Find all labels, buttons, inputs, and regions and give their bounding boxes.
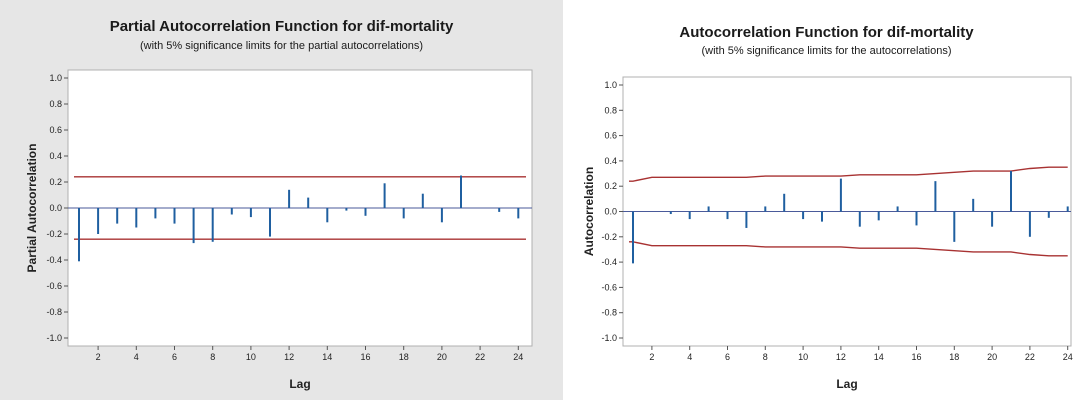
pacf-x-tick-label: 6 [172,352,177,362]
pacf-x-tick-label: 18 [399,352,409,362]
acf-y-tick-label: 0.6 [604,131,617,141]
acf-y-tick-label: -0.4 [601,257,617,267]
acf-x-tick-label: 2 [649,352,654,362]
pacf-y-tick-label: -1.0 [46,333,62,343]
pacf-x-tick-label: 10 [246,352,256,362]
pacf-x-axis-label: Lag [289,377,310,391]
pacf-x-tick-label: 22 [475,352,485,362]
acf-x-tick-label: 12 [836,352,846,362]
acf-y-tick-label: 1.0 [604,80,617,90]
acf-y-tick-label: 0.8 [604,105,617,115]
pacf-y-tick-label: -0.6 [46,281,62,291]
pacf-x-tick-label: 16 [360,352,370,362]
pacf-x-tick-label: 4 [134,352,139,362]
pacf-y-tick-label: -0.2 [46,229,62,239]
acf-x-tick-label: 14 [874,352,884,362]
acf-y-tick-label: -0.6 [601,282,617,292]
acf-chart-subtitle: (with 5% significance limits for the aut… [701,45,952,57]
acf-x-tick-label: 22 [1025,352,1035,362]
acf-x-tick-label: 24 [1063,352,1073,362]
acf-x-tick-label: 10 [798,352,808,362]
pacf-x-tick-label: 8 [210,352,215,362]
pacf-plot: 1.00.80.60.40.20.0-0.2-0.4-0.6-0.8-1.02 4… [25,69,533,391]
pacf-x-tick-label: 24 [513,352,523,362]
pacf-y-tick-label: 0.6 [49,125,62,135]
pacf-chart-panel: Partial Autocorrelation Function for dif… [0,0,563,400]
pacf-x-tick-label: 14 [322,352,332,362]
acf-x-tick-label: 8 [763,352,768,362]
pacf-y-tick-label: 0.2 [49,177,62,187]
acf-significance-limit-upper [629,166,1068,182]
pacf-x-tick-label: 20 [437,352,447,362]
pacf-y-tick-label: 0.0 [49,203,62,213]
pacf-y-tick-label: 0.4 [49,151,62,161]
acf-plot: 1.00.80.60.40.20.0-0.2-0.4-0.6-0.8-1.02 4… [582,76,1073,391]
acf-significance-limit-lower [629,241,1068,257]
acf-x-tick-label: 4 [687,352,692,362]
acf-x-tick-label: 16 [911,352,921,362]
acf-y-axis-label: Autocorrelation [582,167,596,256]
acf-chart-panel: Autocorrelation Function for dif-mortali… [568,0,1085,400]
pacf-chart-title: Partial Autocorrelation Function for dif… [109,18,454,35]
acf-y-tick-label: 0.0 [604,207,617,217]
acf-y-tick-label: -0.8 [601,308,617,318]
pacf-x-tick-label: 12 [284,352,294,362]
pacf-chart-subtitle: (with 5% significance limits for the par… [139,40,424,52]
pacf-y-tick-label: 1.0 [49,73,62,83]
acf-x-tick-label: 18 [949,352,959,362]
pacf-y-tick-label: -0.4 [46,255,62,265]
pacf-x-tick-label: 2 [96,352,101,362]
acf-y-tick-label: 0.4 [604,156,617,166]
pacf-y-tick-label: -0.8 [46,307,62,317]
pacf-y-tick-label: 0.8 [49,99,62,109]
acf-chart-title: Autocorrelation Function for dif-mortali… [679,24,974,41]
pacf-y-axis-label: Partial Autocorrelation [25,144,39,273]
acf-x-tick-label: 6 [725,352,730,362]
acf-x-tick-label: 20 [987,352,997,362]
acf-y-tick-label: -1.0 [601,333,617,343]
acf-y-tick-label: -0.2 [601,232,617,242]
acf-y-tick-label: 0.2 [604,181,617,191]
acf-x-axis-label: Lag [836,377,857,391]
